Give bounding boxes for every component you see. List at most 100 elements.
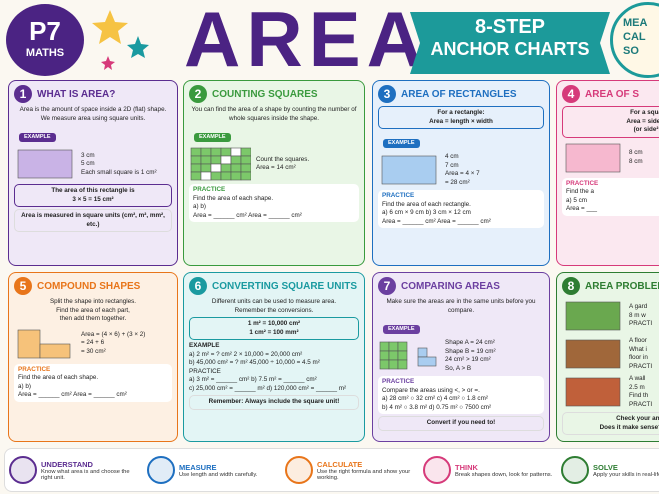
text-line: EXAMPLE [383,325,420,335]
summary-strip: UNDERSTAND Know what area is and choose t… [4,448,659,492]
star [92,10,128,44]
text-line: Area = (4 × 6) + (3 × 2) [81,330,146,338]
shape [230,172,242,181]
block-intro: Different units can be used to measure a… [189,298,359,315]
strip-item: UNDERSTAND Know what area is and choose t… [5,449,143,491]
text-line: Compare the areas using <, > or =. [382,386,480,394]
text-line: Area is measured in square units (cm², m… [21,212,165,228]
shape [388,342,399,352]
banner-line: 8-STEP [474,16,546,38]
shape [565,143,621,172]
text-line: 2.5 m [629,383,645,391]
text-line: Check your answer: [616,415,659,422]
text-line: Each small square is 1 cm² [81,168,157,176]
strip-title: THINK [455,462,478,472]
shape [190,156,202,165]
text-line: Area = length × width [429,117,493,125]
shape [379,342,390,352]
text-line: EXAMPLE [194,133,231,143]
panel-title: COMPOUND SHAPES [37,280,141,292]
shape [417,357,437,367]
step-number: 3 [378,85,396,103]
text-line: So, A > B [445,364,472,372]
text-line: Area = ______ cm² Area = ______ cm² [382,217,491,225]
block-tag: EXAMPLE [378,324,425,335]
shape [200,172,212,181]
figure [379,342,437,370]
text-line: Count the squares. [256,155,310,163]
block-practice: PRACTICE Find the area of each rectangle.… [378,190,544,229]
text-line: What i [629,345,647,353]
text-line: 1 cm² = 100 mm² [249,328,299,336]
block-fig: Count the squares. Area = 14 cm² [189,146,359,182]
text-line: Area = side × [626,117,659,125]
text-line: Convert if you need to! [426,419,496,427]
shape [200,148,212,157]
corner-badge: MEA CAL SO [610,2,659,78]
strip-text: CALCULATE Use the right formula and show … [317,460,415,481]
strip-desc: Break shapes down, look for patterns. [455,471,553,478]
star [101,56,115,70]
text-line: EXAMPLE [383,139,420,149]
shape [565,377,621,407]
step-number: 2 [189,85,207,103]
shape [220,172,232,181]
block-fig: 3 cm 5 cm Each small square is 1 cm² [14,146,172,182]
corner-line: MEA [623,17,648,29]
text-line: For a rectangle: [437,109,485,116]
shape [200,156,212,165]
panel-title: COMPARING AREAS [401,280,500,292]
badge-line: MATHS [25,47,65,59]
step-number: 6 [189,277,207,295]
shape [220,164,232,173]
strip-title: UNDERSTAND [41,459,93,469]
panel-title: AREA OF RECTANGLES [401,88,517,100]
text-line: You can find the area of a shape by coun… [191,106,357,122]
text-line: 8 cm [629,149,643,156]
shape [240,156,251,165]
star [127,36,149,58]
text-line: b) 4 m² ○ 3.8 m² d) 0.75 m² ○ 7500 cm² [382,403,492,411]
shape [220,156,232,165]
block-tag: EXAMPLE [189,132,236,143]
figure [17,150,73,179]
text-line: PRACTICE [189,367,221,375]
figure [190,148,251,181]
text-line: PRACTICE [382,378,415,386]
strip-item: CALCULATE Use the right formula and show … [281,449,419,491]
panel-title: CONVERTING SQUARE UNITS [212,280,358,292]
strip-icon [9,456,37,484]
banner [410,12,610,74]
block-box: The area of this rectangle is 3 × 5 = 15 … [14,184,172,208]
shape [210,148,222,157]
block-fig: A wall 2.5 m Find th PRACTI [562,374,659,410]
strip-icon [285,456,313,484]
text-line: (or side² [633,126,659,133]
panel-title: COUNTING SQUARES [212,88,318,100]
strip-icon [423,456,451,484]
shape [397,342,408,352]
text-line: a) 5 cm [566,196,587,204]
step-number: 5 [14,277,32,295]
block-tag: EXAMPLE [14,132,61,143]
panel-title: AREA PROBLEM [585,280,659,292]
text-line: PRACTI [629,320,653,328]
strip-text: UNDERSTAND Know what area is and choose t… [41,460,139,481]
text-line: Make sure the areas are in the same unit… [386,298,536,314]
shape [220,148,232,157]
fig-labels: A wall 2.5 m Find th PRACTI [629,375,652,409]
text-line: 8 cm [629,157,643,165]
panel-title: AREA OF S [585,88,640,100]
text-line: A wall [629,375,646,382]
block-practice: PRACTICE Find the area of each shape. a) b… [14,363,172,402]
text-line: = 28 cm² [445,178,470,186]
figure [565,143,621,172]
shape [230,148,242,157]
step-number: 4 [562,85,580,103]
badge-line: P7 [29,16,61,46]
block-practice: PRACTICE Find the area of each shape. a) b… [189,184,359,223]
